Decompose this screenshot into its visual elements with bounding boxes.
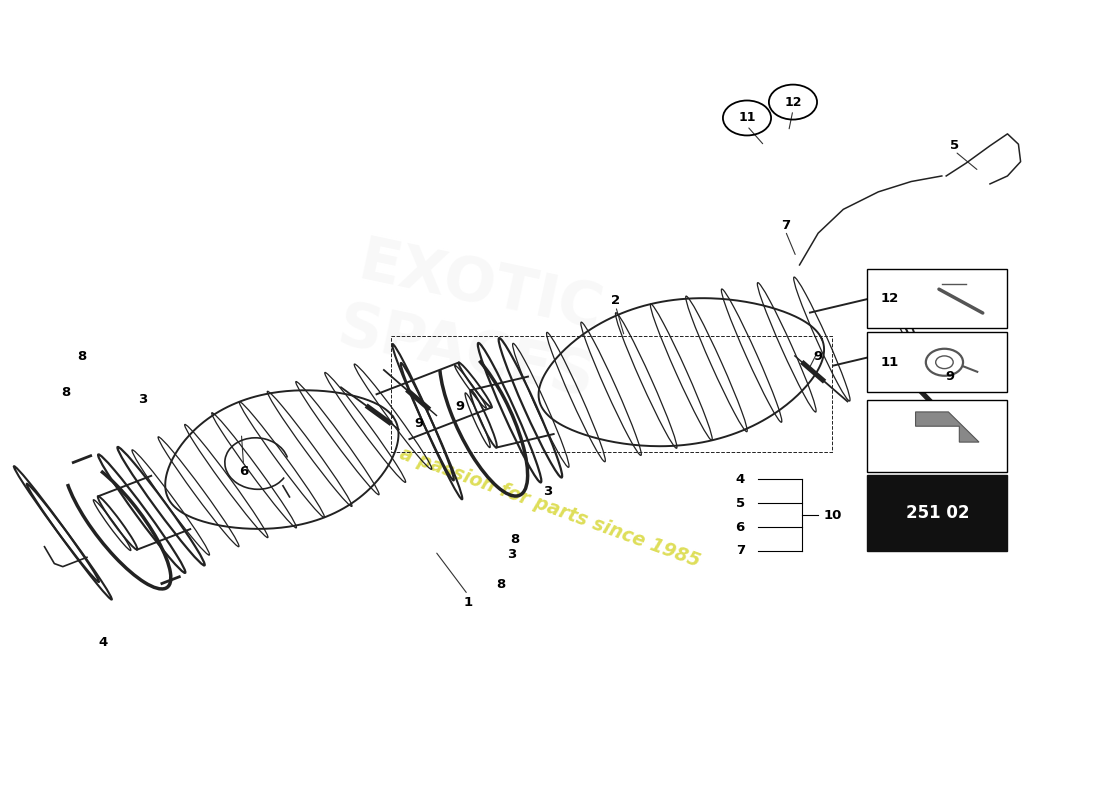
Bar: [392, 337, 833, 452]
Text: 3: 3: [507, 549, 516, 562]
Bar: [868, 475, 1008, 551]
Text: 4: 4: [736, 473, 745, 486]
Text: EXOTIC
SPACES: EXOTIC SPACES: [332, 231, 614, 410]
Text: 9: 9: [455, 400, 465, 413]
Bar: [868, 400, 1008, 471]
Text: 8: 8: [510, 533, 519, 546]
Text: 10: 10: [824, 509, 842, 522]
Text: 3: 3: [543, 485, 552, 498]
Text: 6: 6: [239, 465, 249, 478]
Text: 12: 12: [784, 95, 802, 109]
Text: 5: 5: [950, 139, 959, 152]
Text: 5: 5: [736, 497, 745, 510]
Text: 2: 2: [612, 294, 620, 307]
Text: 251 02: 251 02: [905, 504, 969, 522]
Text: 7: 7: [781, 218, 790, 232]
Text: 8: 8: [496, 578, 505, 591]
Text: 12: 12: [880, 292, 899, 306]
Text: 4: 4: [99, 636, 108, 649]
Text: a passion for parts since 1985: a passion for parts since 1985: [397, 444, 703, 570]
Bar: [868, 333, 1008, 392]
Bar: [868, 269, 1008, 329]
Text: 9: 9: [814, 350, 823, 363]
Text: 9: 9: [414, 418, 424, 430]
Text: 9: 9: [945, 370, 954, 382]
Text: 1: 1: [463, 596, 473, 609]
Text: 8: 8: [62, 386, 70, 398]
Polygon shape: [915, 412, 979, 442]
Text: 3: 3: [139, 394, 147, 406]
Text: 8: 8: [77, 350, 86, 363]
Text: 7: 7: [736, 545, 745, 558]
Text: 11: 11: [738, 111, 756, 125]
Text: 11: 11: [880, 356, 899, 369]
Text: 6: 6: [736, 521, 745, 534]
